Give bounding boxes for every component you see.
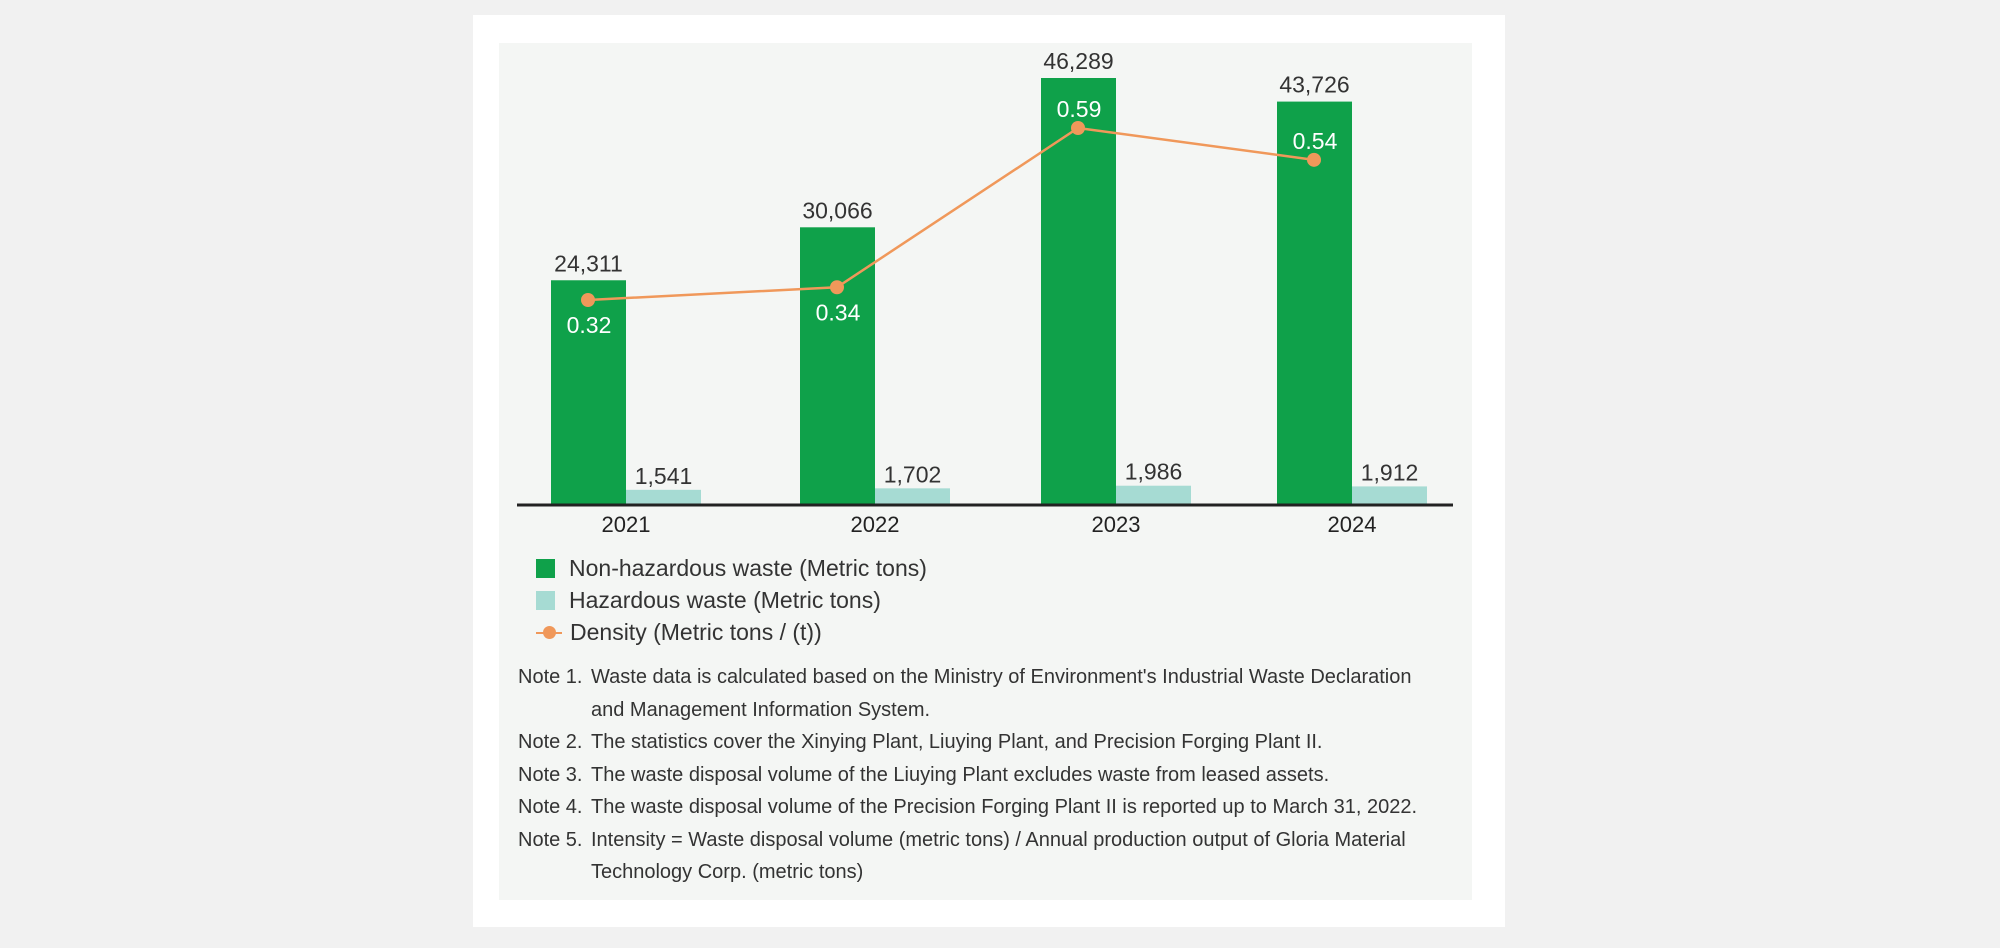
- label-density-2024: 0.54: [1293, 128, 1338, 154]
- density-line: [587, 126, 1315, 302]
- bar-hazardous-2022: [875, 488, 950, 504]
- bar-hazardous-2023: [1116, 485, 1191, 504]
- bar-hazardous-2024: [1352, 486, 1427, 504]
- label-density-2022: 0.34: [816, 299, 861, 325]
- notes: Note 1. Waste data is calculated based o…: [518, 661, 1458, 889]
- legend-swatch-density: [536, 623, 562, 642]
- bars-layer: [551, 78, 1427, 505]
- x-tick-2021: 2021: [602, 512, 651, 537]
- density-point-2023: [1071, 121, 1085, 135]
- legend: Non-hazardous waste (Metric tons) Hazard…: [536, 552, 927, 648]
- note-3-text-line-1: The waste disposal volume of the Liuying…: [591, 763, 1330, 786]
- note-1-text-line-2: and Management Information System.: [591, 698, 931, 721]
- note-5: Note 5. Intensity = Waste disposal volum…: [518, 824, 1458, 889]
- note-5-text-line-2: Technology Corp. (metric tons): [591, 861, 864, 883]
- note-5-text-line-1: Intensity = Waste disposal volume (metri…: [591, 828, 1406, 851]
- label-non-hazardous-2023: 46,289: [1043, 48, 1113, 74]
- waste-chart: 24,311 1,541 2021 30,066 1,702 2022 46,289 1,98…: [517, 48, 1453, 537]
- note-1: Note 1. Waste data is calculated based o…: [518, 661, 1458, 726]
- note-4-label: Note 4.: [518, 796, 583, 818]
- note-4: Note 4. The waste disposal volume of the…: [518, 791, 1458, 824]
- legend-label-hazardous: Hazardous waste (Metric tons): [569, 586, 881, 613]
- legend-swatch-hazardous: [536, 590, 555, 610]
- legend-item-density: Density (Metric tons / (t)): [536, 616, 927, 648]
- label-hazardous-2021: 1,541: [635, 463, 693, 489]
- bar-non-hazardous-2023: [1041, 78, 1116, 504]
- density-line-layer: [581, 121, 1321, 307]
- label-density-2021: 0.32: [567, 312, 612, 338]
- legend-item-non-hazardous: Non-hazardous waste (Metric tons): [536, 552, 927, 584]
- bar-non-hazardous-2022: [800, 227, 875, 504]
- label-non-hazardous-2024: 43,726: [1279, 72, 1349, 98]
- label-density-2023: 0.59: [1057, 96, 1102, 122]
- labels-layer: 24,311 1,541 2021 30,066 1,702 2022 46,289 1,98…: [554, 48, 1418, 537]
- x-tick-2023: 2023: [1092, 512, 1141, 537]
- note-1-label: Note 1.: [518, 666, 583, 688]
- label-hazardous-2023: 1,986: [1125, 459, 1183, 485]
- x-tick-2024: 2024: [1328, 512, 1377, 537]
- legend-label-density: Density (Metric tons / (t)): [570, 618, 822, 645]
- legend-item-hazardous: Hazardous waste (Metric tons): [536, 584, 927, 616]
- density-point-2021: [581, 293, 595, 307]
- density-point-2024: [1307, 152, 1321, 167]
- note-2-text-line-1: The statistics cover the Xinying Plant, …: [591, 731, 1323, 753]
- note-5-label: Note 5.: [518, 828, 583, 851]
- legend-swatch-non-hazardous: [536, 558, 555, 578]
- bar-non-hazardous-2024: [1277, 101, 1352, 505]
- label-hazardous-2024: 1,912: [1361, 459, 1419, 485]
- note-2: Note 2. The statistics cover the Xinying…: [518, 726, 1458, 759]
- bar-non-hazardous-2021: [551, 280, 626, 504]
- note-2-label: Note 2.: [518, 731, 583, 753]
- legend-label-non-hazardous: Non-hazardous waste (Metric tons): [569, 554, 927, 581]
- note-1-text-line-1: Waste data is calculated based on the Mi…: [591, 666, 1412, 688]
- label-non-hazardous-2021: 24,311: [554, 250, 623, 276]
- x-tick-2022: 2022: [851, 512, 900, 537]
- label-hazardous-2022: 1,702: [884, 461, 942, 487]
- note-3-label: Note 3.: [518, 763, 583, 786]
- density-point-2022: [830, 280, 844, 295]
- bar-hazardous-2021: [626, 489, 701, 504]
- note-3: Note 3. The waste disposal volume of the…: [518, 759, 1458, 792]
- note-4-text-line-1: The waste disposal volume of the Precisi…: [591, 796, 1417, 818]
- label-non-hazardous-2022: 30,066: [802, 197, 872, 223]
